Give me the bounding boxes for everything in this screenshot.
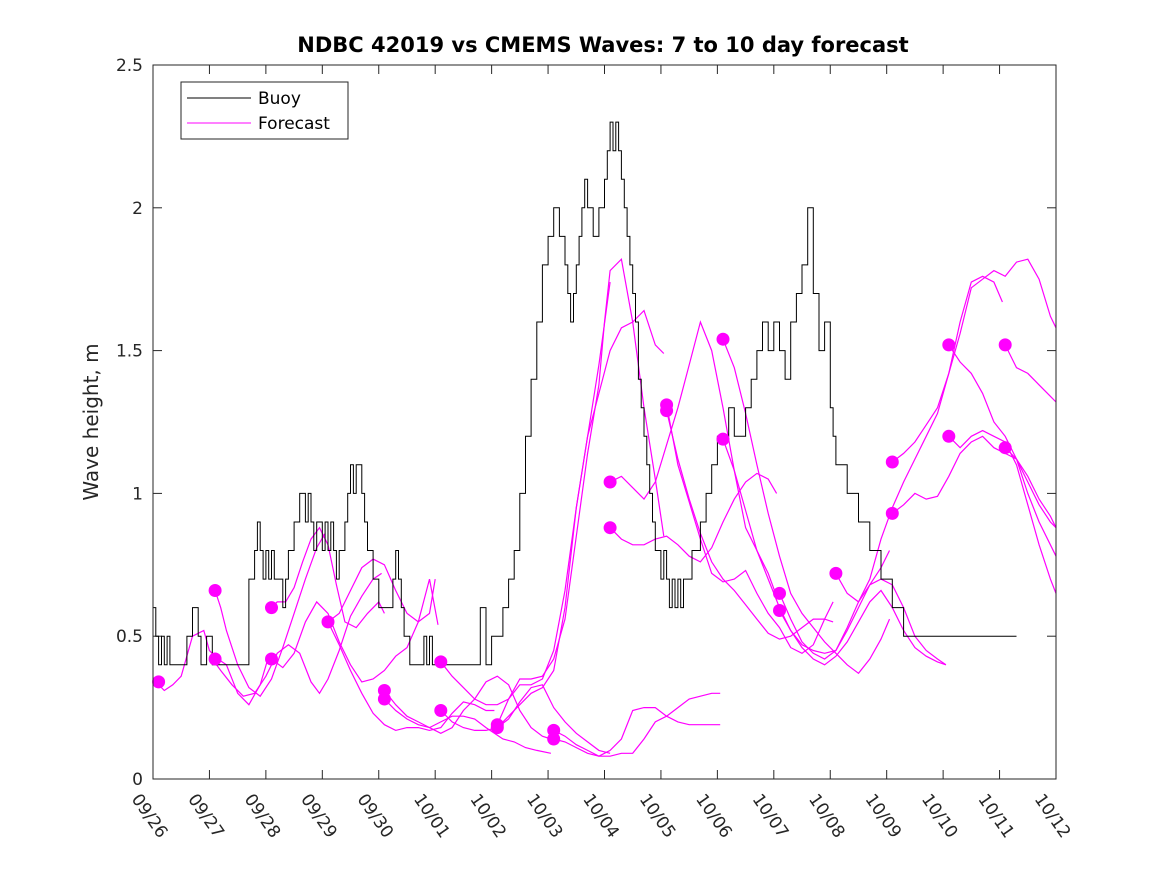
forecast-series-line <box>1004 344 1057 403</box>
forecast-start-marker <box>434 704 448 717</box>
forecast-series-line <box>211 572 382 697</box>
buoy-series-line <box>153 121 1017 666</box>
forecast-series-line <box>1004 447 1057 529</box>
forecast-start-marker <box>265 652 278 666</box>
forecast-series-line <box>440 684 611 754</box>
forecast-start-marker <box>998 441 1012 455</box>
legend-buoy-label: Buoy <box>258 89 301 109</box>
legend: Buoy Forecast <box>180 81 349 140</box>
forecast-start-marker <box>773 604 786 617</box>
forecast-series-line <box>155 629 270 706</box>
forecast-series-line <box>609 472 778 563</box>
forecast-start-marker <box>321 615 335 629</box>
forecast-series-line <box>327 621 495 732</box>
forecast-start-marker <box>773 586 786 600</box>
forecast-start-marker <box>942 429 956 443</box>
forecast-series-line <box>553 715 721 757</box>
forecast-series-line <box>271 578 439 683</box>
forecast-start-marker <box>152 675 166 689</box>
forecast-series-line <box>553 692 721 757</box>
forecast-start-marker <box>716 432 730 446</box>
forecast-series-line <box>271 526 385 629</box>
y-tick-label: 0 <box>132 770 143 790</box>
y-tick-label: 1.5 <box>116 342 143 362</box>
forecast-start-marker <box>660 404 674 418</box>
forecast-series-line <box>835 275 1003 603</box>
buoy-line-group <box>153 121 1017 666</box>
forecast-start-marker <box>208 652 222 666</box>
forecast-series-line <box>666 410 834 640</box>
forecast-start-marker <box>716 332 730 346</box>
forecast-series-line <box>327 558 436 623</box>
forecast-start-marker <box>265 601 278 615</box>
y-tick-label: 0.5 <box>116 627 143 647</box>
legend-box <box>180 81 349 140</box>
forecast-series-line <box>496 257 665 725</box>
y-axis-label: Wave height, m <box>79 343 103 500</box>
forecast-series-line <box>496 309 665 729</box>
forecast-start-marker <box>377 692 391 706</box>
forecast-series-line <box>214 533 326 698</box>
forecast-series-line <box>666 404 834 655</box>
forecast-markers <box>152 332 1012 746</box>
y-tick-label: 2 <box>132 199 143 219</box>
plot-area <box>153 65 1056 779</box>
forecast-start-marker <box>547 732 561 746</box>
forecast-start-marker <box>603 521 617 535</box>
forecast-series-line <box>383 690 552 754</box>
forecast-series-line <box>778 589 947 666</box>
forecast-series-line <box>891 258 1057 463</box>
legend-forecast-label: Forecast <box>258 114 330 134</box>
plot-frame <box>152 64 1057 780</box>
forecast-start-marker <box>603 475 617 489</box>
forecast-start-marker <box>208 584 222 597</box>
forecast-series-line <box>722 338 891 675</box>
y-tick-label: 1 <box>132 484 143 504</box>
forecast-start-marker <box>885 506 899 520</box>
forecast-start-marker <box>490 721 504 735</box>
forecast-series-line <box>891 435 1057 528</box>
y-tick-labels: 0 0.5 1 1.5 2 2.5 <box>116 56 143 790</box>
forecast-series-line <box>778 578 947 666</box>
forecast-series-line <box>383 675 552 740</box>
forecast-start-marker <box>434 655 448 669</box>
forecast-series-line <box>609 320 778 597</box>
chart-title: NDBC 42019 vs CMEMS Waves: 7 to 10 day f… <box>297 33 908 57</box>
forecast-start-marker <box>885 455 899 469</box>
y-tick-label: 2.5 <box>116 56 143 76</box>
forecast-series-line <box>948 344 1057 557</box>
forecast-start-marker <box>829 566 843 580</box>
forecast-start-marker <box>942 338 956 352</box>
forecast-start-marker <box>998 338 1012 352</box>
forecast-lines <box>155 257 1057 757</box>
